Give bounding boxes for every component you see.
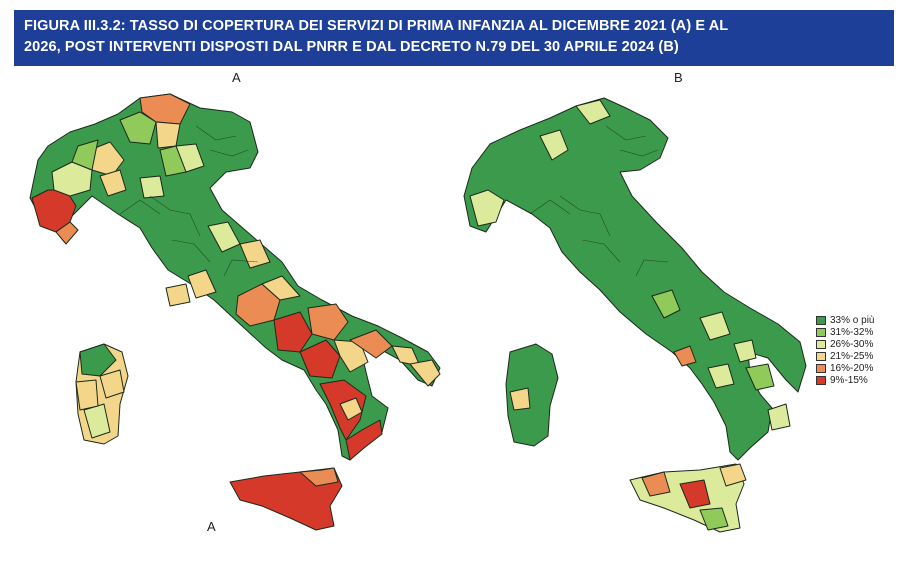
legend-item: 33% o più xyxy=(816,314,874,326)
legend-swatch xyxy=(816,375,826,385)
legend-label: 9%-15% xyxy=(830,374,868,386)
panel-a-label: A xyxy=(232,70,241,85)
legend-item: 26%-30% xyxy=(816,338,874,350)
figure-title-line-1: FIGURA III.3.2: TASSO DI COPERTURA DEI S… xyxy=(24,18,729,34)
map-a-region-west-red xyxy=(31,189,77,233)
legend-label: 21%-25% xyxy=(830,350,874,362)
legend-label: 26%-30% xyxy=(830,338,874,350)
legend-label: 31%-32% xyxy=(830,326,874,338)
legend-swatch xyxy=(816,351,826,361)
panel-b-label: B xyxy=(674,70,683,85)
map-legend: 33% o più 31%-32% 26%-30% 21%-25% 16%-20… xyxy=(816,314,874,386)
legend-item: 31%-32% xyxy=(816,326,874,338)
legend-item: 9%-15% xyxy=(816,374,874,386)
legend-swatch xyxy=(816,363,826,373)
legend-swatch xyxy=(816,327,826,337)
panel-a-bottom-label: A xyxy=(207,519,216,534)
legend-swatch xyxy=(816,339,826,349)
legend-item: 21%-25% xyxy=(816,350,874,362)
figure-title-line-2: 2026, POST INTERVENTI DISPOSTI DAL PNRR … xyxy=(24,39,679,55)
map-a-italy-2021 xyxy=(29,93,441,531)
legend-item: 16%-20% xyxy=(816,362,874,374)
map-b-sardinia xyxy=(505,343,559,447)
legend-swatch xyxy=(816,315,826,325)
legend-label: 33% o più xyxy=(830,314,875,326)
figure-title-banner: FIGURA III.3.2: TASSO DI COPERTURA DEI S… xyxy=(14,10,894,66)
legend-label: 16%-20% xyxy=(830,362,874,374)
